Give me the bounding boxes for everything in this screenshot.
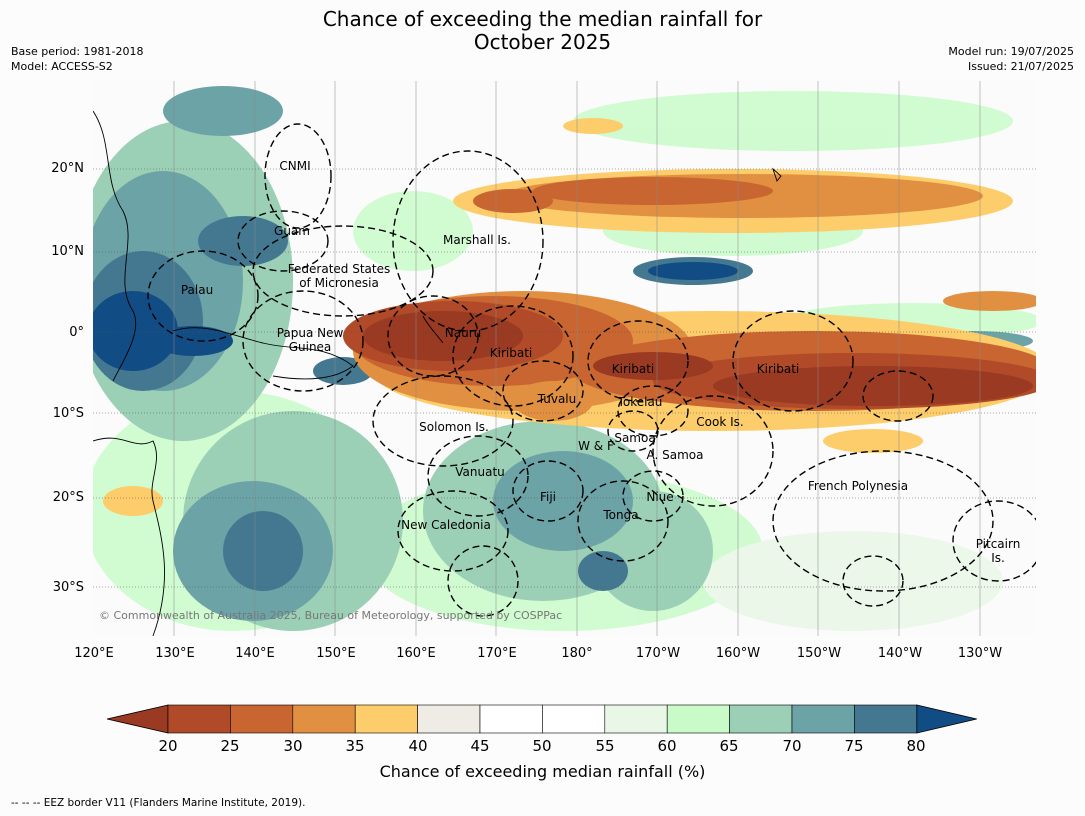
colorbar-segment (230, 704, 294, 734)
lon-label-170e: 170°E (477, 646, 517, 661)
colorbar-tick-55: 55 (595, 737, 615, 755)
colorbar-segments (106, 704, 977, 734)
rainfall-map (93, 81, 1036, 636)
region-label-french-polynesia: French Polynesia (807, 479, 909, 493)
colorbar-segment (604, 704, 668, 734)
lon-label-130w: 130°W (957, 646, 1003, 661)
lat-label-0: 0° (69, 325, 84, 340)
lon-label-130e: 130°E (155, 646, 195, 661)
colorbar-segment (791, 704, 855, 734)
base-period: Base period: 1981-2018 (11, 45, 144, 58)
colorbar-tick-50: 50 (532, 737, 552, 755)
region-label-cnmi: CNMI (279, 159, 311, 173)
colorbar-tick-40: 40 (408, 737, 428, 755)
lon-label-120e: 120°E (74, 646, 114, 661)
region-label-pitcairn-1: Pitcairn (975, 537, 1021, 551)
region-label-kiribati-west: Kiribati (489, 346, 533, 360)
colorbar-tick-20: 20 (158, 737, 178, 755)
region-label-vanuatu: Vanuatu (455, 465, 505, 479)
region-label-fiji: Fiji (539, 490, 557, 504)
region-label-palau: Palau (180, 283, 214, 297)
colorbar-tick-80: 80 (906, 737, 926, 755)
colorbar-segment (354, 704, 418, 734)
lon-label-140w: 140°W (877, 646, 923, 661)
region-label-fsm-2: of Micronesia (299, 276, 379, 290)
map-title-line2: October 2025 (473, 30, 612, 54)
colorbar-tick-35: 35 (345, 737, 365, 755)
lon-label-140e: 140°E (235, 646, 275, 661)
colorbar-extend-low (106, 704, 169, 734)
lat-label-10n: 10°N (51, 244, 84, 259)
region-label-wf: W & F (578, 439, 614, 453)
colorbar-tick-30: 30 (283, 737, 303, 755)
map-title-line1: Chance of exceeding the median rainfall … (322, 7, 763, 31)
colorbar-segment (292, 704, 356, 734)
colorbar-segment (854, 704, 918, 734)
lon-label-160w: 160°W (715, 646, 761, 661)
lon-label-150w: 150°W (796, 646, 842, 661)
copyright-notice: © Commonwealth of Australia 2025, Bureau… (99, 609, 563, 622)
colorbar-extend-high (916, 704, 977, 734)
lon-label-160e: 160°E (396, 646, 436, 661)
region-label-guam: Guam (274, 224, 310, 238)
region-label-niue: Niue (646, 490, 674, 504)
region-label-pitcairn-2: Is. (991, 551, 1005, 565)
colorbar-tick-75: 75 (844, 737, 864, 755)
eez-footnote: -- -- -- EEZ border V11 (Flanders Marine… (11, 797, 306, 809)
region-label-kiribati-central: Kiribati (611, 362, 655, 376)
region-label-american-samoa: A. Samoa (646, 448, 704, 462)
colorbar-tick-70: 70 (782, 737, 802, 755)
region-label-marshall: Marshall Is. (443, 233, 511, 247)
lon-label-150e: 150°E (316, 646, 356, 661)
region-label-kiribati-east: Kiribati (756, 362, 800, 376)
region-label-png-2: Guinea (288, 340, 332, 354)
region-label-cook: Cook Is. (696, 415, 744, 429)
colorbar-segment (542, 704, 606, 734)
issued-date: Issued: 21/07/2025 (967, 60, 1074, 73)
colorbar-tick-60: 60 (657, 737, 677, 755)
meta-right: Model run: 19/07/2025 Issued: 21/07/2025 (948, 44, 1074, 74)
region-label-fsm-1: Federated States (287, 262, 391, 276)
region-label-tonga: Tonga (603, 508, 639, 522)
region-label-samoa: Samoa (614, 431, 656, 445)
colorbar-tick-45: 45 (470, 737, 490, 755)
model-run: Model run: 19/07/2025 (948, 45, 1074, 58)
region-label-new-caledonia: New Caledonia (401, 518, 491, 532)
colorbar-segment (167, 704, 231, 734)
lon-label-180: 180° (561, 646, 593, 661)
model-name: Model: ACCESS-S2 (11, 60, 113, 73)
colorbar-segment (666, 704, 730, 734)
lat-label-20n: 20°N (51, 161, 84, 176)
region-label-solomon: Solomon Is. (419, 420, 489, 434)
lat-label-20s: 20°S (52, 490, 84, 505)
colorbar (106, 704, 977, 734)
map-canvas (93, 81, 1036, 636)
lat-label-30s: 30°S (52, 580, 84, 595)
colorbar-segment (417, 704, 481, 734)
meta-left: Base period: 1981-2018 Model: ACCESS-S2 (11, 44, 143, 74)
colorbar-label: Chance of exceeding median rainfall (%) (379, 762, 706, 781)
lat-label-10s: 10°S (52, 406, 84, 421)
region-label-tuvalu: Tuvalu (537, 392, 577, 406)
region-label-tokelau: Tokelau (617, 395, 663, 409)
colorbar-tick-25: 25 (220, 737, 240, 755)
region-label-png-1: Papua New (276, 326, 344, 340)
region-label-nauru: Nauru (444, 326, 482, 340)
lon-label-170w: 170°W (635, 646, 681, 661)
colorbar-segment (729, 704, 793, 734)
colorbar-tick-65: 65 (719, 737, 739, 755)
colorbar-segment (479, 704, 543, 734)
map-title: Chance of exceeding the median rainfall … (0, 8, 1085, 54)
